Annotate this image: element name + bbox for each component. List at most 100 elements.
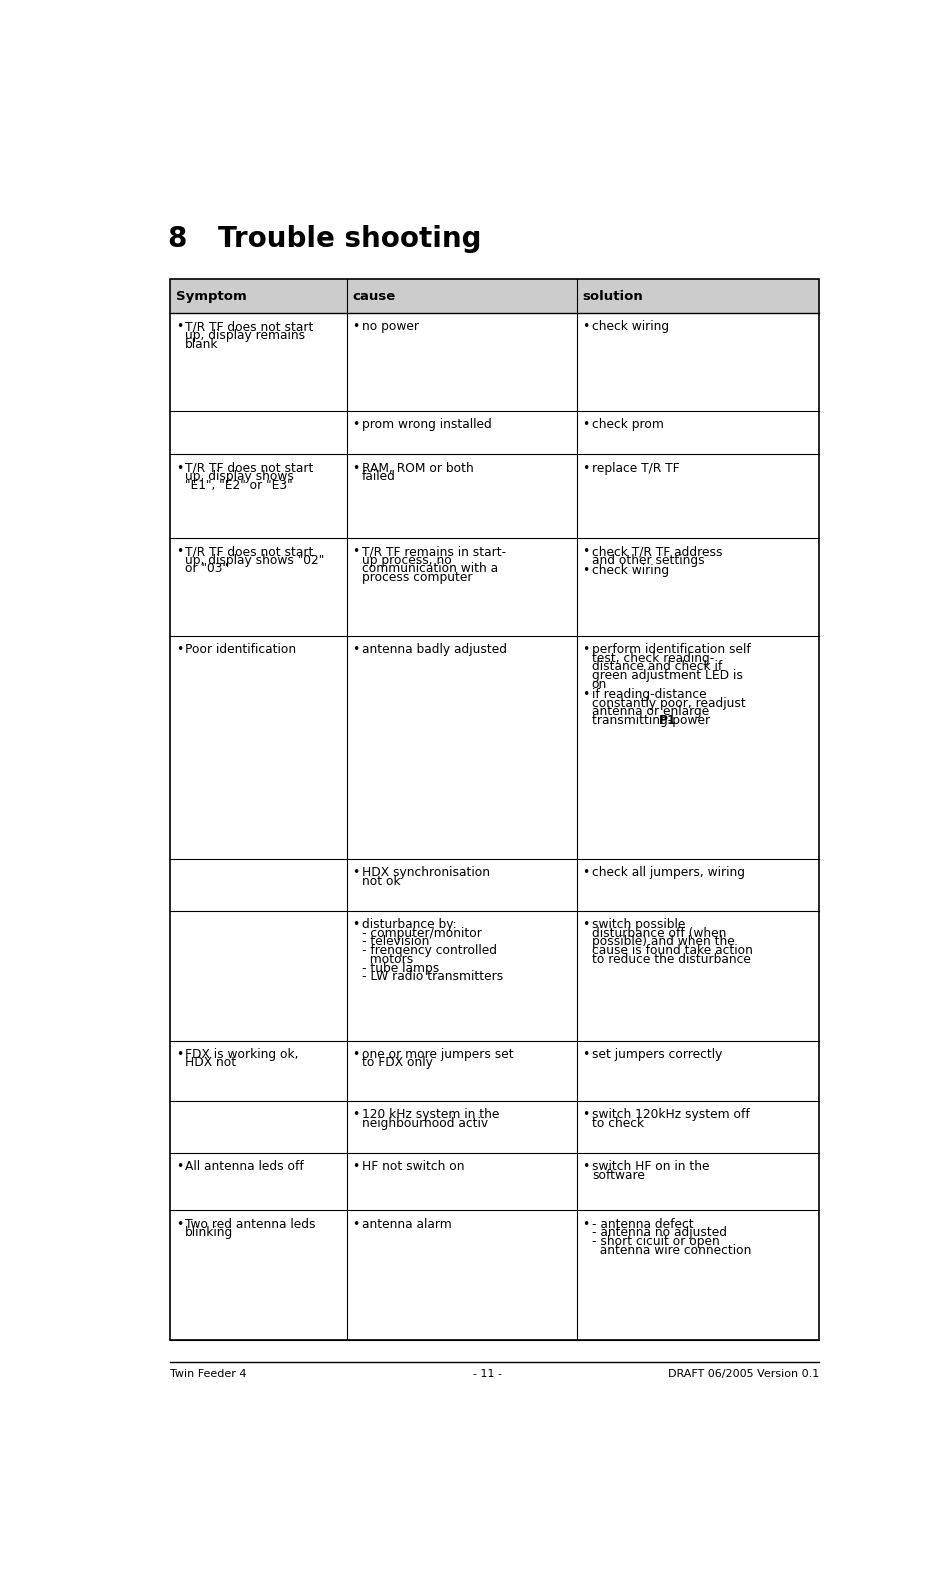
Text: prom wrong installed: prom wrong installed <box>361 418 492 432</box>
Text: Two red antenna leds: Two red antenna leds <box>185 1218 316 1230</box>
Text: HDX not: HDX not <box>185 1056 237 1070</box>
Text: - computer/monitor: - computer/monitor <box>361 927 481 939</box>
Text: - frenqency controlled: - frenqency controlled <box>361 944 496 957</box>
Text: Symptom: Symptom <box>176 289 246 303</box>
Text: perform identification self: perform identification self <box>592 643 750 657</box>
Text: •: • <box>582 545 590 558</box>
Bar <box>170 280 819 313</box>
Text: - LW radio transmitters: - LW radio transmitters <box>361 971 503 983</box>
Text: •: • <box>582 418 590 432</box>
Text: software: software <box>592 1169 645 1181</box>
Text: no power: no power <box>361 320 418 333</box>
Text: T/R TF does not start: T/R TF does not start <box>185 462 314 474</box>
Text: check prom: check prom <box>592 418 664 432</box>
Text: and other settings: and other settings <box>592 553 705 567</box>
Text: Twin Feeder 4: Twin Feeder 4 <box>170 1370 247 1379</box>
Text: constantly poor, readjust: constantly poor, readjust <box>592 698 746 710</box>
Text: HDX synchronisation: HDX synchronisation <box>361 866 490 880</box>
Text: or "03": or "03" <box>185 562 228 575</box>
Text: •: • <box>352 462 359 474</box>
Text: antenna or enlarge: antenna or enlarge <box>592 705 709 718</box>
Text: •: • <box>582 564 590 577</box>
Text: motors: motors <box>361 954 413 966</box>
Text: switch possible: switch possible <box>592 917 686 932</box>
Text: •: • <box>352 643 359 657</box>
Text: - 11 -: - 11 - <box>473 1370 502 1379</box>
Text: - antenna defect: - antenna defect <box>592 1218 693 1230</box>
Text: to check: to check <box>592 1117 644 1130</box>
Text: transmitting-power: transmitting-power <box>592 715 714 727</box>
Text: neighbourhood activ: neighbourhood activ <box>361 1117 488 1130</box>
Text: DRAFT 06/2005 Version 0.1: DRAFT 06/2005 Version 0.1 <box>668 1370 819 1379</box>
Text: - short cicuit or open: - short cicuit or open <box>592 1235 720 1247</box>
Text: check all jumpers, wiring: check all jumpers, wiring <box>592 866 745 880</box>
Text: if reading-distance: if reading-distance <box>592 688 707 701</box>
Text: - antenna no adjusted: - antenna no adjusted <box>592 1227 727 1240</box>
Text: blank: blank <box>185 338 219 350</box>
Text: antenna wire connection: antenna wire connection <box>592 1244 751 1257</box>
Text: P1: P1 <box>659 715 677 727</box>
Text: to reduce the disturbance: to reduce the disturbance <box>592 954 750 966</box>
Text: •: • <box>176 643 183 657</box>
Text: •: • <box>582 462 590 474</box>
Text: •: • <box>582 1159 590 1174</box>
Text: •: • <box>352 545 359 558</box>
Text: up process, no: up process, no <box>361 553 452 567</box>
Text: FDX is working ok,: FDX is working ok, <box>185 1048 299 1060</box>
Text: •: • <box>582 1108 590 1122</box>
Text: check T/R TF address: check T/R TF address <box>592 545 723 558</box>
Text: solution: solution <box>582 289 643 303</box>
Text: on: on <box>592 677 607 691</box>
Text: distance and check if: distance and check if <box>592 660 722 674</box>
Text: failed: failed <box>361 470 396 484</box>
Text: to FDX only: to FDX only <box>361 1056 433 1070</box>
Text: cause: cause <box>352 289 396 303</box>
Text: possible) and when the: possible) and when the <box>592 935 734 949</box>
Text: All antenna leds off: All antenna leds off <box>185 1159 304 1174</box>
Text: T/R TF does not start: T/R TF does not start <box>185 320 314 333</box>
Text: •: • <box>176 1218 183 1230</box>
Text: up, display shows: up, display shows <box>185 470 294 484</box>
Text: •: • <box>176 320 183 333</box>
Text: "E1", "E2" or "E3": "E1", "E2" or "E3" <box>185 479 293 492</box>
Text: •: • <box>352 1108 359 1122</box>
Text: check wiring: check wiring <box>592 564 669 577</box>
Text: switch 120kHz system off: switch 120kHz system off <box>592 1108 749 1122</box>
Text: •: • <box>582 1218 590 1230</box>
Text: Trouble shooting: Trouble shooting <box>219 225 482 253</box>
Text: one or more jumpers set: one or more jumpers set <box>361 1048 514 1060</box>
Text: switch HF on in the: switch HF on in the <box>592 1159 709 1174</box>
Text: •: • <box>582 688 590 701</box>
Text: •: • <box>176 1048 183 1060</box>
Text: replace T/R TF: replace T/R TF <box>592 462 680 474</box>
Text: - television: - television <box>361 935 429 949</box>
Text: not ok: not ok <box>361 875 400 888</box>
Text: •: • <box>352 320 359 333</box>
Text: •: • <box>176 462 183 474</box>
Text: blinking: blinking <box>185 1227 233 1240</box>
Text: •: • <box>352 1218 359 1230</box>
Text: up, display remains: up, display remains <box>185 328 305 342</box>
Text: antenna alarm: antenna alarm <box>361 1218 452 1230</box>
Text: T/R TF remains in start-: T/R TF remains in start- <box>361 545 506 558</box>
Text: green adjustment LED is: green adjustment LED is <box>592 669 743 682</box>
Text: Poor identification: Poor identification <box>185 643 297 657</box>
Bar <box>170 280 819 1340</box>
Text: •: • <box>582 866 590 880</box>
Text: up, display shows "02": up, display shows "02" <box>185 553 324 567</box>
Text: check wiring: check wiring <box>592 320 669 333</box>
Text: •: • <box>582 643 590 657</box>
Text: antenna badly adjusted: antenna badly adjusted <box>361 643 507 657</box>
Text: 120 kHz system in the: 120 kHz system in the <box>361 1108 499 1122</box>
Text: •: • <box>352 917 359 932</box>
Text: •: • <box>582 320 590 333</box>
Text: •: • <box>582 917 590 932</box>
Text: - tube lamps: - tube lamps <box>361 961 438 974</box>
Text: disturbance off (when: disturbance off (when <box>592 927 727 939</box>
Text: •: • <box>352 1048 359 1060</box>
Text: cause is found take action: cause is found take action <box>592 944 753 957</box>
Text: •: • <box>352 1159 359 1174</box>
Text: •: • <box>352 866 359 880</box>
Text: disturbance by:: disturbance by: <box>361 917 456 932</box>
Text: •: • <box>582 1048 590 1060</box>
